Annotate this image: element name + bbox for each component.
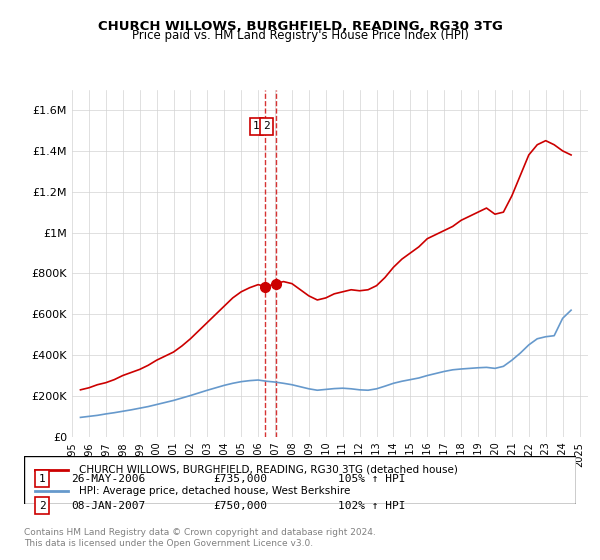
Text: 105% ↑ HPI: 105% ↑ HPI [338,474,406,484]
Text: 2: 2 [38,501,46,511]
Text: CHURCH WILLOWS, BURGHFIELD, READING, RG30 3TG: CHURCH WILLOWS, BURGHFIELD, READING, RG3… [98,20,502,32]
Text: 1: 1 [38,474,46,484]
Text: £750,000: £750,000 [213,501,267,511]
Text: 26-MAY-2006: 26-MAY-2006 [71,474,145,484]
FancyBboxPatch shape [24,456,576,504]
Text: HPI: Average price, detached house, West Berkshire: HPI: Average price, detached house, West… [79,486,350,496]
Text: CHURCH WILLOWS, BURGHFIELD, READING, RG30 3TG (detached house): CHURCH WILLOWS, BURGHFIELD, READING, RG3… [79,465,458,475]
Text: 1: 1 [253,122,260,132]
Text: £735,000: £735,000 [213,474,267,484]
Text: 102% ↑ HPI: 102% ↑ HPI [338,501,406,511]
Text: Contains HM Land Registry data © Crown copyright and database right 2024.
This d: Contains HM Land Registry data © Crown c… [24,528,376,548]
Text: Price paid vs. HM Land Registry's House Price Index (HPI): Price paid vs. HM Land Registry's House … [131,29,469,42]
Text: 08-JAN-2007: 08-JAN-2007 [71,501,145,511]
Text: 2: 2 [263,122,270,132]
